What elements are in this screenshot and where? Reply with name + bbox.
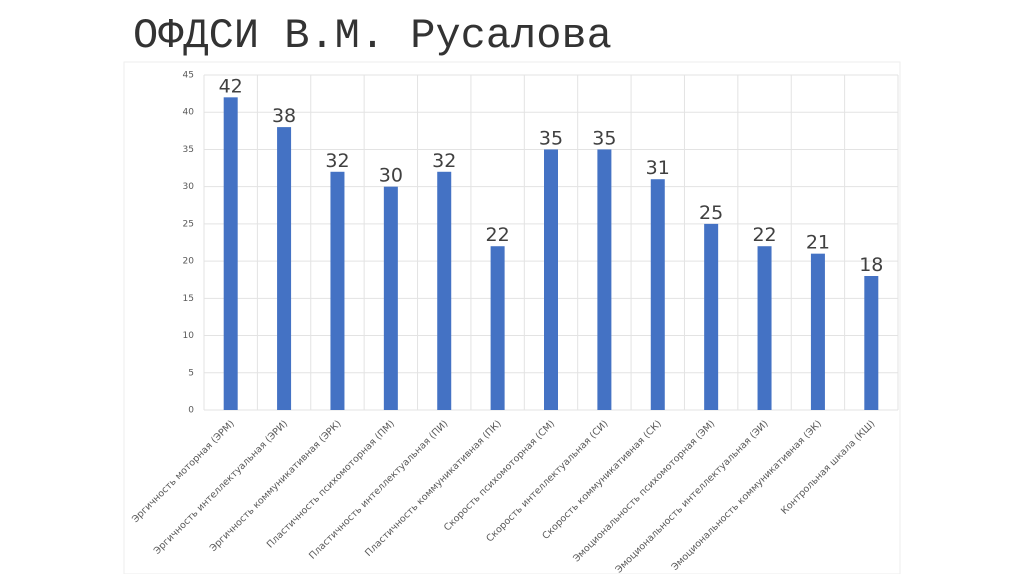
bar (383, 186, 398, 410)
y-tick-label: 35 (183, 145, 194, 155)
value-label: 32 (325, 150, 349, 172)
value-label: 42 (219, 75, 243, 97)
value-label: 21 (806, 232, 830, 254)
y-tick-label: 5 (188, 368, 194, 378)
value-label: 35 (592, 127, 616, 149)
y-tick-label: 40 (183, 108, 195, 118)
value-label: 22 (752, 224, 776, 246)
bar (330, 171, 345, 410)
value-label: 22 (486, 224, 510, 246)
bar (544, 149, 558, 410)
value-label: 38 (272, 105, 296, 127)
bar (597, 149, 612, 410)
value-label: 35 (539, 127, 563, 149)
value-label: 32 (432, 150, 456, 172)
y-tick-label: 45 (183, 71, 194, 81)
bar (810, 253, 825, 410)
y-tick-label: 15 (183, 294, 194, 304)
y-tick-label: 25 (183, 219, 194, 229)
slide-title: ОФДСИ В.М. Русалова (133, 12, 612, 60)
bar (223, 97, 238, 410)
bar (650, 179, 665, 410)
bar (864, 276, 879, 410)
y-tick-label: 0 (188, 406, 194, 416)
bar (277, 127, 292, 410)
value-label: 18 (859, 254, 883, 276)
y-tick-label: 20 (183, 257, 195, 267)
chart-area (123, 61, 901, 574)
bar (704, 223, 719, 410)
bar (437, 171, 452, 410)
y-tick-label: 30 (183, 182, 195, 192)
value-label: 31 (646, 157, 670, 179)
y-tick-label: 10 (183, 331, 195, 341)
value-label: 25 (699, 202, 723, 224)
value-label: 30 (379, 165, 403, 187)
bar (490, 246, 505, 410)
bar (757, 246, 772, 410)
